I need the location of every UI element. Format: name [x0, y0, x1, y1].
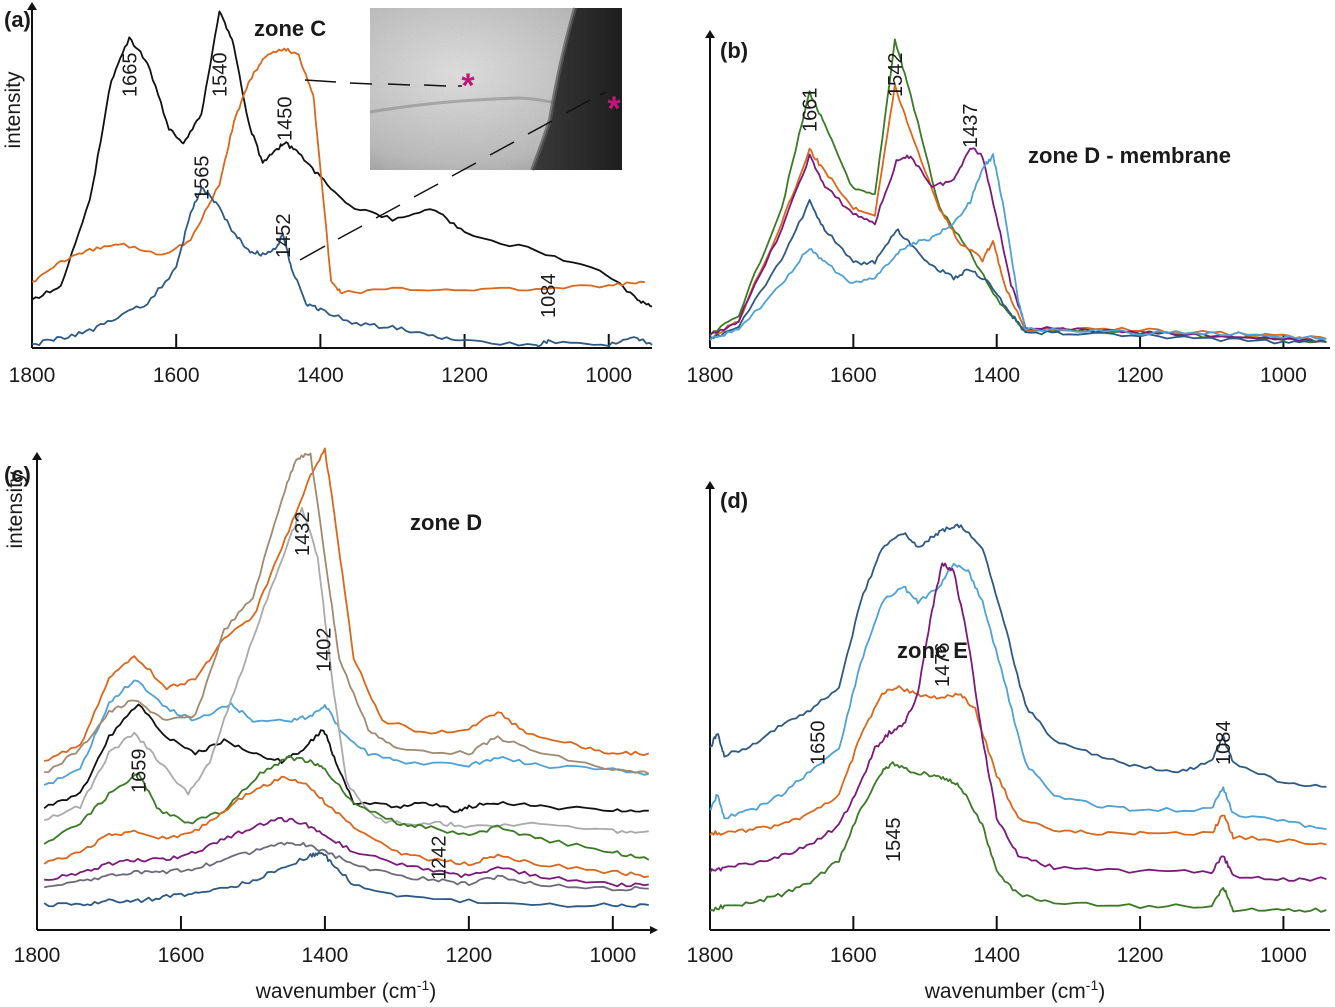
spectrum-line — [44, 817, 649, 888]
x-tick-label: 1200 — [441, 364, 488, 387]
spectrum-line — [44, 452, 650, 775]
x-ticks: 1800 1600 1400 1200 1000 — [687, 916, 1307, 967]
x-label-close: ) — [1098, 980, 1105, 1003]
peak-label: 1432 — [292, 512, 314, 557]
x-tick-label: 1800 — [687, 944, 734, 967]
x-tick-label: 1400 — [297, 364, 344, 387]
x-tick-label: 1800 — [687, 364, 734, 387]
spectrum-line — [43, 775, 649, 879]
x-tick-label: 1000 — [1260, 944, 1307, 967]
x-tick-label: 1600 — [830, 364, 877, 387]
series-group — [43, 447, 650, 908]
spectrum-line — [709, 199, 1327, 345]
series-group — [709, 38, 1327, 345]
x-tick-label: 1200 — [1117, 364, 1164, 387]
spectrum-line — [709, 562, 1327, 830]
peak-label: 1084 — [1213, 721, 1235, 766]
panel-c: 1800 1600 1400 1200 1000 (c) intensity zone … — [4, 447, 658, 1003]
y-axis-label: intensity — [4, 471, 27, 549]
x-label-text: wavenumber (cm — [255, 980, 417, 1003]
spectrum-line — [31, 10, 653, 308]
y-axis-arrow — [32, 452, 42, 460]
asterisk-marker-2: * — [607, 90, 621, 128]
x-tick-label: 1600 — [158, 944, 205, 967]
x-tick-label: 1200 — [446, 944, 493, 967]
series-group — [709, 523, 1327, 913]
spectrum-line — [44, 447, 650, 762]
peak-label: 1665 — [119, 53, 141, 98]
peak-label: 1437 — [960, 104, 982, 149]
zone-title: zone D - membrane — [1028, 143, 1231, 168]
spectrum-line — [709, 523, 1327, 788]
x-label-sup: -1 — [1086, 977, 1099, 993]
peak-label: 1650 — [808, 721, 830, 766]
panel-b: 1800 1600 1400 1200 1000 (b) zone D - membra… — [687, 30, 1330, 387]
x-label-text: wavenumber (cm — [924, 980, 1086, 1003]
zone-title: zone C — [254, 16, 326, 41]
peak-label: 1545 — [883, 818, 905, 863]
peak-label: 1476 — [932, 643, 954, 688]
x-label-sup: -1 — [417, 977, 430, 993]
spectrum-line — [44, 507, 649, 834]
x-tick-label: 1400 — [302, 944, 349, 967]
spectrum-line — [709, 153, 1327, 342]
spectrum-line — [43, 703, 649, 814]
peak-label: 1565 — [191, 156, 213, 201]
x-tick-label: 1600 — [153, 364, 200, 387]
x-tick-label: 1400 — [973, 944, 1020, 967]
peak-label: 1540 — [209, 53, 231, 98]
connector-line-2 — [299, 91, 607, 261]
spectrum-line — [709, 562, 1327, 882]
peak-label: 1661 — [800, 88, 822, 133]
spectrum-line — [709, 685, 1327, 846]
spectrum-line — [31, 47, 645, 295]
x-label-close: ) — [429, 980, 436, 1003]
spectrum-line — [43, 851, 649, 908]
x-tick-label: 1800 — [14, 944, 61, 967]
x-axis-arrow — [650, 926, 658, 934]
panel-a: 1800 1600 1400 1200 1000 (a) intensity zone … — [2, 2, 653, 387]
panel-label: (c) — [4, 462, 31, 487]
x-tick-label: 1000 — [589, 944, 636, 967]
x-tick-label: 1000 — [585, 364, 632, 387]
connector-line-1 — [304, 79, 462, 87]
y-axis-arrow — [705, 30, 715, 38]
asterisk-marker-1: * — [461, 67, 475, 105]
spectrum-line — [709, 83, 1327, 340]
zone-title: zone E — [897, 638, 968, 663]
peak-label: 1659 — [128, 749, 150, 794]
x-tick-label: 1800 — [9, 364, 56, 387]
x-axis-label: wavenumber (cm-1) — [924, 977, 1106, 1003]
panel-label: (b) — [720, 38, 748, 63]
x-tick-label: 1200 — [1117, 944, 1164, 967]
peak-label: 1450 — [274, 97, 296, 142]
peak-label: 1084 — [538, 274, 560, 319]
y-axis-arrow — [705, 481, 715, 489]
x-ticks: 1800 1600 1400 1200 1000 — [687, 334, 1307, 387]
x-ticks: 1800 1600 1400 1200 1000 — [14, 916, 636, 967]
spectrum-line — [44, 841, 649, 892]
panel-label: (a) — [4, 7, 31, 32]
micrograph-inset: * * — [369, 7, 622, 171]
spectrum-line — [32, 186, 653, 348]
panel-label: (d) — [720, 488, 748, 513]
spectrum-line — [43, 754, 650, 861]
panel-d: 1800 1600 1400 1200 1000 (d) zone E wavenumb… — [687, 481, 1330, 1003]
zone-title: zone D — [410, 510, 482, 535]
spectrum-line — [709, 761, 1327, 913]
x-ticks: 1800 1600 1400 1200 1000 — [9, 334, 632, 387]
x-tick-label: 1400 — [973, 364, 1020, 387]
spectrum-line — [43, 679, 650, 786]
x-axis-label: wavenumber (cm-1) — [255, 977, 437, 1003]
peak-label: 1452 — [273, 214, 295, 259]
y-axis-label: intensity — [2, 71, 25, 149]
x-tick-label: 1000 — [1260, 364, 1307, 387]
y-axis-arrow — [27, 2, 37, 10]
peak-label: 1402 — [313, 628, 335, 673]
peak-label: 1542 — [885, 53, 907, 98]
peak-label: 1242 — [429, 836, 451, 881]
x-tick-label: 1600 — [830, 944, 877, 967]
series-group — [31, 10, 653, 348]
